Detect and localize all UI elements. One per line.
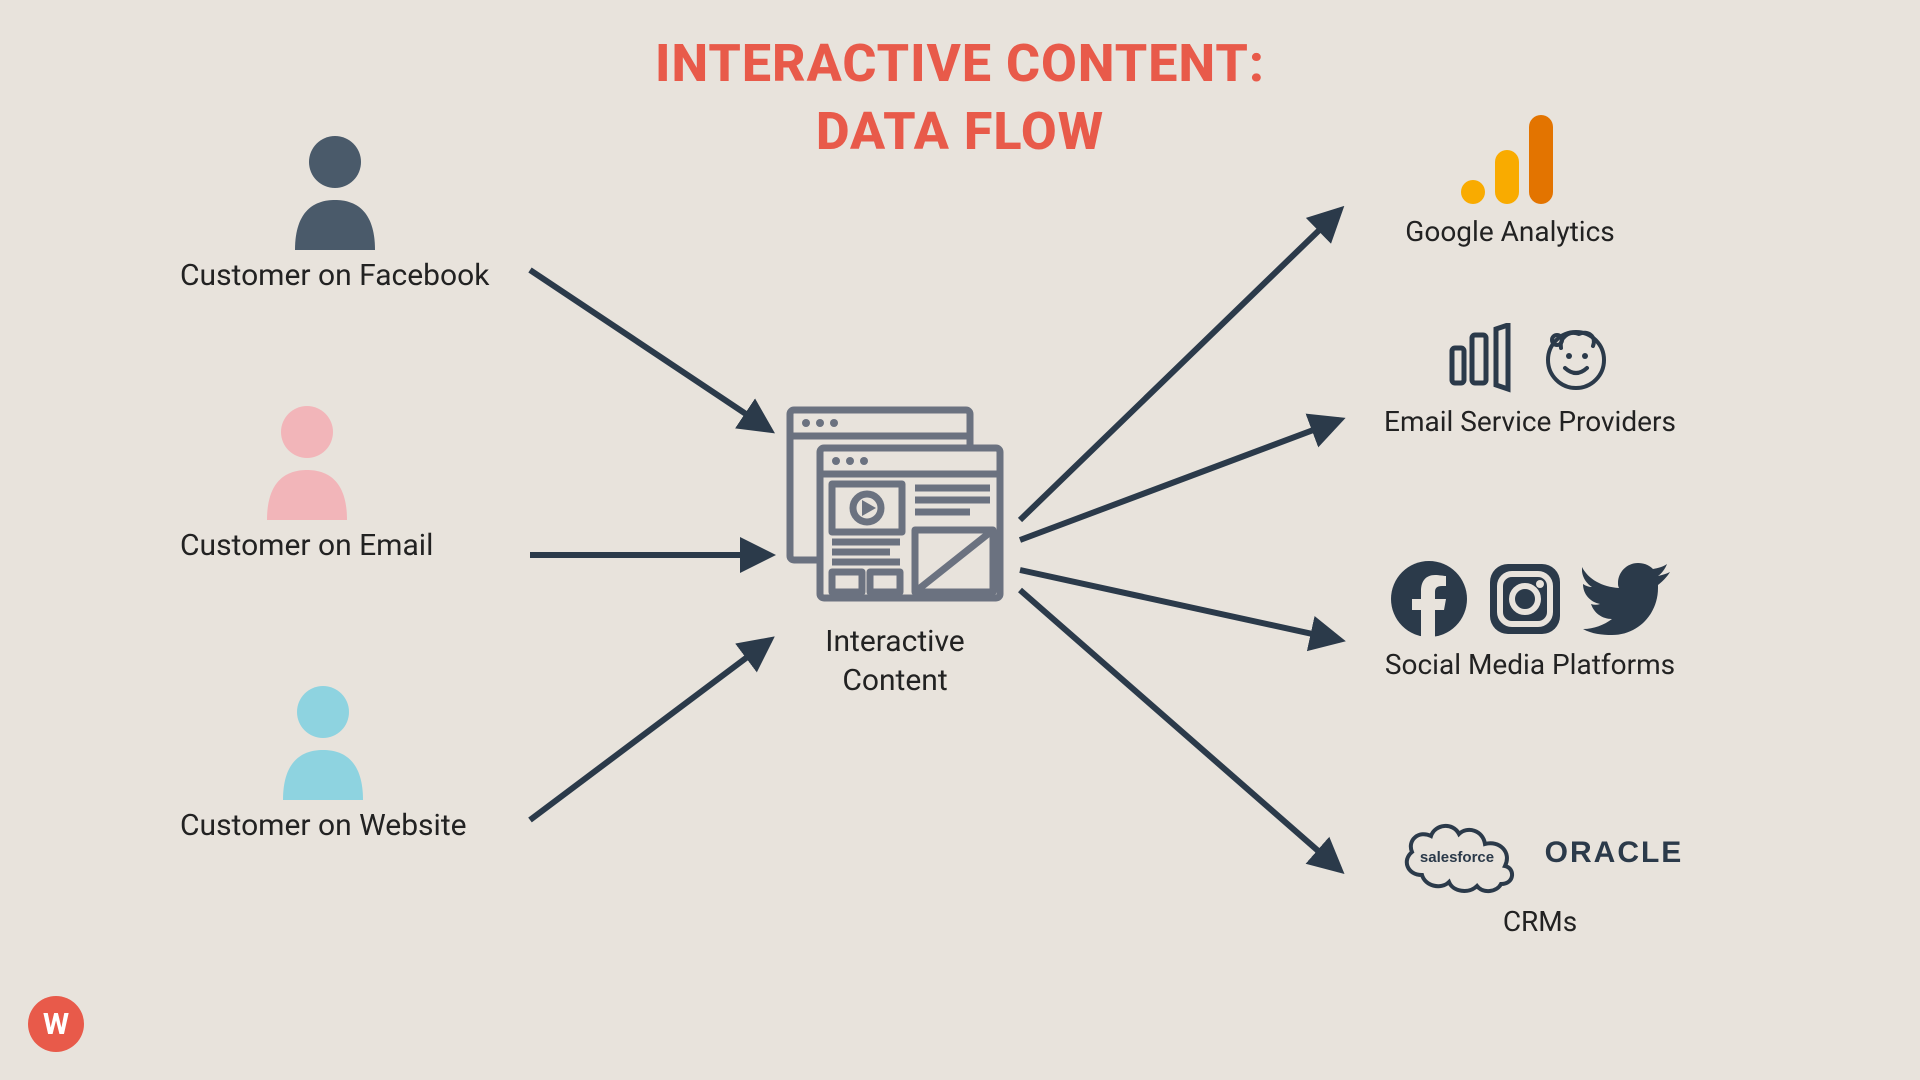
- dest-label: Email Service Providers: [1384, 405, 1676, 438]
- arrow-out-1: [1020, 210, 1340, 520]
- instagram-icon: [1486, 560, 1564, 638]
- arrow-in-3: [530, 640, 770, 820]
- person-icon: [280, 130, 390, 250]
- center-label: Interactive Content: [825, 622, 964, 700]
- brand-badge: W: [28, 996, 84, 1052]
- dest-social-media: Social Media Platforms: [1340, 560, 1720, 681]
- arrow-out-3: [1020, 570, 1340, 640]
- google-analytics-icon: [1455, 110, 1565, 205]
- title-line2: DATA FLOW: [655, 98, 1265, 166]
- person-icon: [268, 680, 378, 800]
- center-interactive-content: Interactive Content: [780, 400, 1010, 700]
- title-line1: INTERACTIVE CONTENT:: [655, 30, 1265, 98]
- arrow-out-2: [1020, 420, 1340, 540]
- dest-email-providers: Email Service Providers: [1360, 320, 1700, 438]
- source-facebook: Customer on Facebook: [180, 130, 489, 293]
- source-website: Customer on Website: [180, 680, 467, 843]
- arrow-out-4: [1020, 590, 1340, 870]
- source-label: Customer on Email: [180, 528, 433, 563]
- source-label: Customer on Facebook: [180, 258, 489, 293]
- twitter-icon: [1582, 563, 1670, 635]
- facebook-icon: [1390, 560, 1468, 638]
- oracle-icon: ORACLE: [1545, 836, 1684, 870]
- dest-label: Social Media Platforms: [1385, 648, 1675, 681]
- dest-label: Google Analytics: [1405, 215, 1614, 248]
- person-icon: [252, 400, 362, 520]
- svg-text:salesforce: salesforce: [1420, 849, 1494, 866]
- diagram-title: INTERACTIVE CONTENT: DATA FLOW: [655, 30, 1265, 165]
- arrow-in-1: [530, 270, 770, 430]
- bars-logo-icon: [1446, 323, 1521, 393]
- dest-label: CRMs: [1503, 905, 1577, 938]
- salesforce-icon: salesforce: [1397, 810, 1527, 895]
- brand-letter: W: [43, 1007, 69, 1042]
- browser-content-icon: [780, 400, 1010, 610]
- mailchimp-icon: [1539, 320, 1614, 395]
- dest-crms: salesforce ORACLE CRMs: [1360, 810, 1720, 938]
- dest-google-analytics: Google Analytics: [1360, 110, 1660, 248]
- source-label: Customer on Website: [180, 808, 467, 843]
- source-email: Customer on Email: [180, 400, 433, 563]
